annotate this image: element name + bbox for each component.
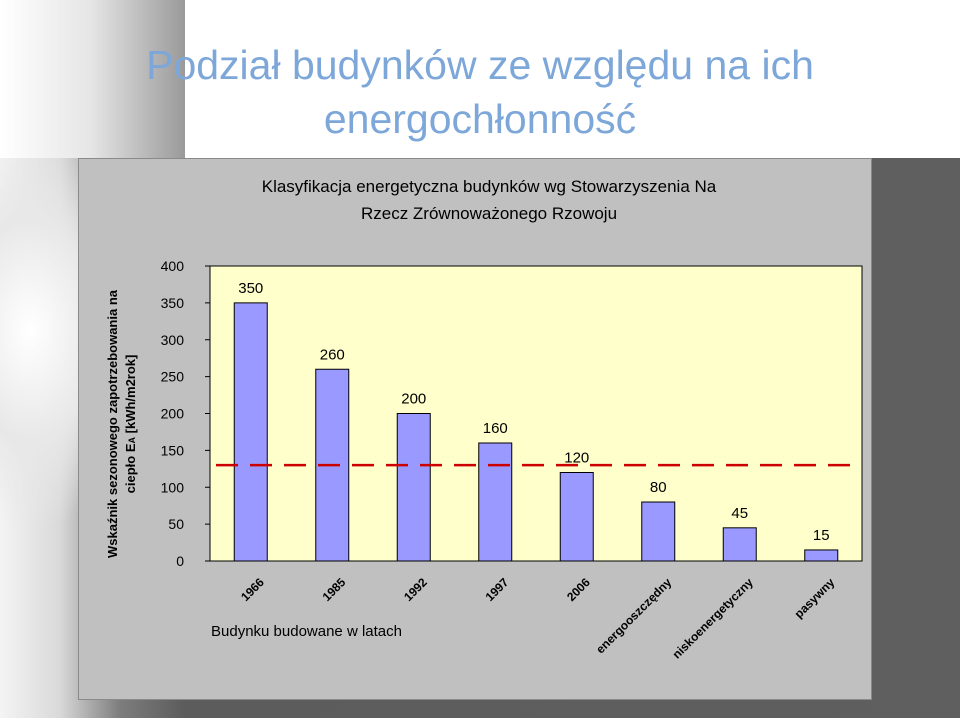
x-tick-label: 1992	[401, 575, 430, 604]
data-label: 80	[650, 479, 667, 496]
page-title: Podział budynków ze względu na ich energ…	[146, 42, 814, 142]
bar-chart: Klasyfikacja energetyczna budynków wg St…	[105, 177, 863, 662]
y-tick-label: 350	[161, 295, 185, 311]
data-label: 260	[320, 346, 345, 363]
bar	[641, 501, 676, 562]
y-tick-label: 150	[161, 442, 185, 458]
data-label: 15	[813, 527, 830, 544]
bar	[804, 549, 839, 562]
x-axis-label: Budynku budowane w latach	[211, 623, 402, 640]
x-tick-label: 1966	[238, 575, 267, 604]
x-axis-ticks: 1966 1985 1992 1997 2006 energooszczędnynisko…	[238, 575, 838, 662]
chart-panel: Klasyfikacja energetyczna budynków wg St…	[78, 158, 872, 700]
bar	[478, 442, 513, 562]
header-left-band	[0, 0, 185, 158]
y-axis-label-line-1: Wskaźnik sezonowego zapotrzebowania na	[105, 289, 120, 558]
y-tick-label: 100	[161, 479, 185, 495]
y-tick-label: 200	[161, 406, 185, 422]
data-label: 120	[564, 450, 589, 467]
y-tick-label: 300	[161, 332, 185, 348]
x-tick-label: energooszczędny	[593, 575, 674, 656]
chart-title-line-1: Klasyfikacja energetyczna budynków wg St…	[262, 177, 717, 196]
x-tick-label: 1997	[483, 575, 512, 604]
data-label: 45	[731, 505, 748, 522]
y-axis-label-line-2: ciepło EA [kWh/m2rok]	[123, 355, 138, 494]
header-background	[185, 0, 960, 158]
y-tick-label: 400	[161, 258, 185, 274]
x-tick-label: 1985	[320, 575, 349, 604]
chart-title-line-2: Rzecz Zrównoważonego Rzowoju	[361, 204, 617, 223]
y-tick-label: 50	[168, 516, 184, 532]
x-tick-label: 2006	[564, 575, 593, 604]
x-tick-label: pasywny	[792, 575, 838, 621]
bar	[559, 472, 594, 562]
data-label: 160	[483, 420, 508, 437]
plot-area	[209, 265, 863, 562]
y-tick-label: 250	[161, 369, 185, 385]
y-tick-label: 0	[176, 553, 184, 569]
bar	[396, 413, 431, 562]
data-label: 200	[401, 391, 426, 408]
y-axis-ticks: 0 50 100 150 200 250 300 350 400	[161, 258, 210, 569]
bar	[233, 302, 268, 562]
x-tick-label: niskoenergetyczny	[670, 575, 757, 662]
bar	[722, 527, 757, 562]
data-labels: 350 260 200 160 120 80 45 15	[238, 280, 829, 544]
data-label: 350	[238, 280, 263, 297]
